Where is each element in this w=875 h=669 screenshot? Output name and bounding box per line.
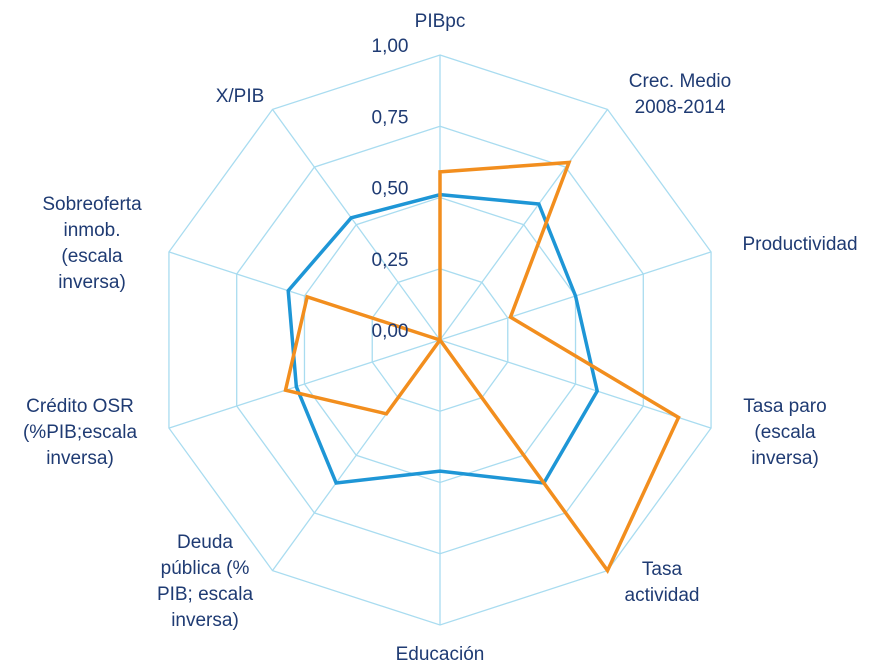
- axis-label: pública (%: [161, 558, 250, 579]
- axis-label: actividad: [625, 585, 700, 606]
- r-tick-label: 0,75: [372, 107, 409, 128]
- axis-label: Deuda: [177, 532, 233, 553]
- axis-label: Productividad: [742, 234, 857, 255]
- axis-label: (escala: [61, 246, 123, 267]
- r-tick-label: 0,25: [372, 250, 409, 271]
- axis-label: (%PIB;escala: [23, 422, 137, 443]
- grid-spoke: [271, 109, 441, 341]
- r-tick-label: 0,00: [372, 321, 409, 342]
- axis-label: Tasa paro: [743, 396, 826, 417]
- axis-label: inversa): [58, 272, 126, 293]
- axis-label: inversa): [751, 448, 819, 469]
- axis-label: Sobreoferta: [42, 194, 142, 215]
- axis-label: PIB; escala: [157, 584, 254, 605]
- grid-spoke: [439, 109, 609, 341]
- axis-label: inmob.: [63, 220, 120, 241]
- r-tick-label: 1,00: [372, 36, 409, 57]
- axis-label: 2008-2014: [635, 97, 726, 118]
- series-line: [286, 192, 600, 485]
- axis-label: Tasa: [642, 559, 683, 580]
- axis-label: (escala: [754, 422, 816, 443]
- r-tick-label: 0,50: [372, 179, 409, 200]
- series-line: [283, 160, 681, 575]
- axis-label: inversa): [171, 610, 239, 631]
- axis-label: X/PIB: [216, 86, 265, 107]
- axis-label: inversa): [46, 448, 114, 469]
- grid-spoke: [439, 339, 712, 429]
- axis-label: PIBpc: [415, 11, 466, 32]
- axis-label: Educación: [396, 644, 485, 664]
- axis-label: Crédito OSR: [26, 396, 134, 417]
- grid-spoke: [168, 339, 441, 429]
- axis-label: Crec. Medio: [629, 71, 731, 92]
